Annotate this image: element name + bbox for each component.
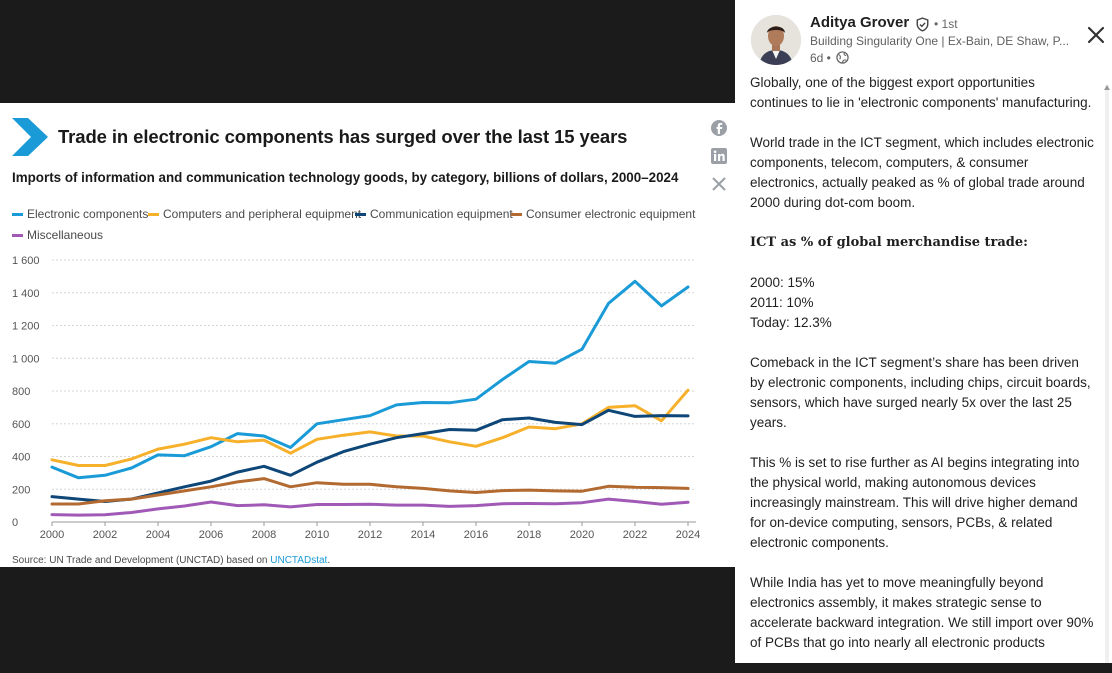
post-paragraph: World trade in the ICT segment, which in… bbox=[750, 135, 1094, 210]
x-tick-label: 2018 bbox=[517, 529, 541, 541]
y-tick-label: 1 000 bbox=[12, 353, 40, 365]
legend-label: Consumer electronic equipment bbox=[526, 207, 696, 221]
connection-degree: • 1st bbox=[934, 17, 958, 31]
source-link[interactable]: UNCTADstat bbox=[270, 555, 328, 566]
x-tick-label: 2000 bbox=[40, 529, 64, 541]
legend-swatch bbox=[12, 234, 23, 238]
legend-label: Communication equipment bbox=[370, 207, 513, 221]
post-paragraph: This % is set to rise further as AI begi… bbox=[750, 455, 1080, 550]
line-chart: 0 200 400 600 800 1 000 1 200 1 400 1 600 2000 200… bbox=[12, 255, 700, 541]
verified-shield-icon bbox=[916, 17, 929, 32]
post-time: 6d • bbox=[810, 51, 831, 65]
legend-swatch bbox=[12, 213, 23, 217]
post-panel: Aditya Grover • 1st Building Singularity… bbox=[735, 0, 1112, 663]
legend-label: Miscellaneous bbox=[27, 228, 104, 242]
facebook-icon[interactable] bbox=[710, 119, 728, 137]
x-tick-label: 2012 bbox=[358, 529, 382, 541]
scrollbar[interactable] bbox=[1105, 85, 1109, 663]
chevron-right-icon bbox=[12, 118, 48, 156]
legend-item: Consumer electronic equipment bbox=[511, 207, 695, 221]
post-stat-line: 2011: 10% bbox=[750, 295, 814, 310]
x-tick-label: 2008 bbox=[252, 529, 276, 541]
x-tick-label: 2002 bbox=[93, 529, 117, 541]
y-tick-label: 1 400 bbox=[12, 288, 40, 300]
post-paragraph: Globally, one of the biggest export oppo… bbox=[750, 75, 1092, 110]
series-line-3 bbox=[50, 408, 690, 503]
globe-icon bbox=[836, 51, 849, 64]
legend-label: Computers and peripheral equipment bbox=[163, 207, 362, 221]
y-tick-label: 600 bbox=[12, 419, 30, 431]
x-tick-label: 2010 bbox=[305, 529, 329, 541]
post-stat-line: Today: 12.3% bbox=[750, 315, 832, 330]
y-tick-label: 0 bbox=[12, 517, 18, 529]
x-icon[interactable] bbox=[710, 175, 728, 193]
legend-item: Computers and peripheral equipment bbox=[148, 207, 361, 221]
post-stat-line: 2000: 15% bbox=[750, 275, 815, 290]
post-body: Globally, one of the biggest export oppo… bbox=[750, 73, 1095, 673]
legend-swatch bbox=[511, 213, 522, 217]
x-tick-label: 2016 bbox=[464, 529, 488, 541]
x-tick-label: 2024 bbox=[676, 529, 700, 541]
series-line-2 bbox=[50, 388, 690, 467]
legend-item: Communication equipment bbox=[355, 207, 513, 221]
legend-item: Electronic components bbox=[12, 207, 148, 221]
legend-label: Electronic components bbox=[27, 207, 149, 221]
series-line-4 bbox=[50, 477, 690, 506]
legend-swatch bbox=[355, 213, 366, 217]
y-tick-label: 1 600 bbox=[12, 255, 40, 267]
x-tick-label: 2006 bbox=[199, 529, 223, 541]
legend-item: Miscellaneous bbox=[12, 228, 103, 242]
author-headline: Building Singularity One | Ex-Bain, DE S… bbox=[810, 34, 1070, 48]
x-tick-label: 2014 bbox=[411, 529, 435, 541]
legend-swatch bbox=[148, 213, 159, 217]
image-viewer: Trade in electronic components has surge… bbox=[0, 103, 735, 567]
linkedin-icon[interactable] bbox=[710, 147, 728, 165]
x-tick-label: 2022 bbox=[623, 529, 647, 541]
post-paragraph: Comeback in the ICT segment’s share has … bbox=[750, 355, 1091, 430]
y-tick-label: 200 bbox=[12, 484, 30, 496]
series-line-5 bbox=[50, 497, 690, 517]
avatar[interactable] bbox=[751, 15, 801, 65]
post-paragraph-heading: 𝐈𝐂𝐓 𝐚𝐬 % 𝐨𝐟 𝐠𝐥𝐨𝐛𝐚𝐥 𝐦𝐞𝐫𝐜𝐡𝐚𝐧𝐝𝐢𝐬𝐞 𝐭𝐫𝐚𝐝𝐞: bbox=[750, 235, 1028, 250]
source-text: Source: UN Trade and Development (UNCTAD… bbox=[12, 555, 271, 566]
chart-source: Source: UN Trade and Development (UNCTAD… bbox=[12, 555, 330, 566]
x-tick-label: 2004 bbox=[146, 529, 170, 541]
scroll-up-arrow-icon[interactable] bbox=[1104, 85, 1110, 90]
post-paragraph: While India has yet to move meaningfully… bbox=[750, 575, 1094, 650]
chart-subtitle: Imports of information and communication… bbox=[12, 170, 679, 185]
y-tick-label: 1 200 bbox=[12, 321, 40, 333]
y-tick-label: 400 bbox=[12, 452, 30, 464]
y-tick-label: 800 bbox=[12, 386, 30, 398]
close-icon[interactable] bbox=[1085, 24, 1107, 46]
x-tick-label: 2020 bbox=[570, 529, 594, 541]
chart-title: Trade in electronic components has surge… bbox=[58, 126, 628, 147]
author-name[interactable]: Aditya Grover bbox=[810, 14, 910, 31]
source-suffix: . bbox=[327, 555, 331, 566]
series-line-1 bbox=[50, 279, 690, 480]
